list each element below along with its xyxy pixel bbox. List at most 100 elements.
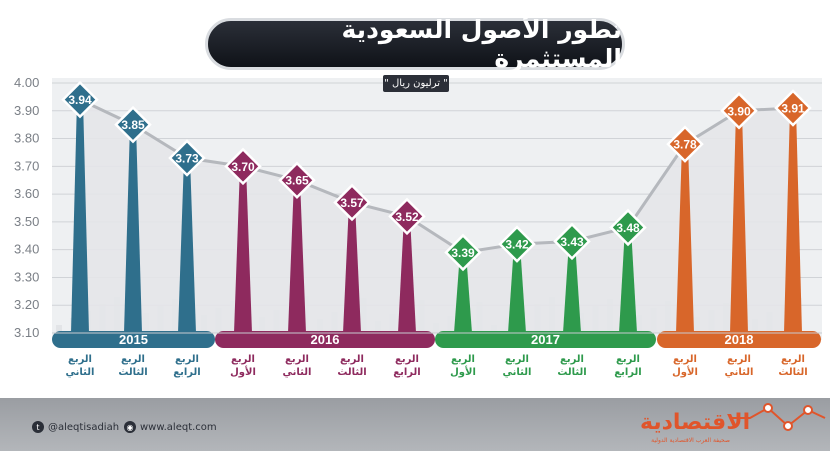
data-label: 3.42 — [505, 238, 529, 252]
x-tick-label: الثالث — [557, 367, 586, 378]
y-tick-label: 3.50 — [14, 214, 39, 229]
x-tick-label: الربع — [231, 354, 255, 365]
website-link-text: www.aleqt.com — [140, 421, 217, 433]
data-label: 3.78 — [673, 138, 697, 152]
data-stem — [234, 166, 252, 333]
year-label: 2016 — [311, 332, 340, 347]
x-tick-label: الربع — [673, 354, 697, 365]
data-stem — [288, 180, 306, 333]
data-point-marker — [774, 89, 812, 127]
x-tick-label: الثاني — [725, 367, 754, 378]
data-label: 3.57 — [340, 196, 364, 210]
data-point-marker — [498, 225, 536, 263]
x-tick-label: الرابع — [173, 367, 200, 378]
x-tick-label: الربع — [340, 354, 364, 365]
y-tick-label: 3.10 — [14, 325, 39, 340]
x-tick-label: الربع — [781, 354, 805, 365]
data-point-marker — [553, 222, 591, 261]
x-tick-label: الربع — [451, 354, 475, 365]
data-label: 3.43 — [560, 235, 584, 249]
data-point-marker — [333, 183, 371, 222]
data-stem — [398, 216, 416, 333]
year-band — [657, 331, 821, 348]
x-tick-label: الثاني — [283, 367, 312, 378]
data-point-marker — [278, 161, 316, 199]
data-point-marker — [388, 197, 426, 236]
year-label: 2017 — [531, 332, 560, 347]
data-label: 3.94 — [68, 93, 92, 107]
data-label: 3.85 — [121, 118, 145, 132]
data-point-marker — [168, 139, 206, 177]
data-point-marker — [444, 233, 482, 272]
data-label: 3.48 — [616, 221, 640, 235]
data-point-marker — [114, 105, 152, 144]
website-link[interactable]: ◉ www.aleqt.com — [124, 421, 217, 433]
data-label: 3.70 — [231, 160, 255, 174]
twitter-handle[interactable]: t @aleqtisadiah — [32, 421, 119, 433]
x-tick-label: الرابع — [614, 367, 641, 378]
x-tick-label: الربع — [285, 354, 309, 365]
data-label: 3.73 — [175, 152, 199, 166]
x-tick-label: الربع — [68, 354, 92, 365]
brand-line-graphic — [730, 403, 826, 431]
year-label: 2015 — [119, 332, 148, 347]
y-tick-label: 4.00 — [14, 75, 39, 90]
year-band — [435, 331, 656, 348]
x-tick-label: الربع — [560, 354, 584, 365]
x-tick-label: الأول — [450, 365, 476, 378]
twitter-handle-text: @aleqtisadiah — [48, 421, 120, 433]
chart-title: تطور الأصول السعودية المستثمرة — [205, 15, 625, 73]
data-stem — [730, 110, 748, 334]
data-stem — [563, 241, 581, 333]
y-tick-label: 3.20 — [14, 297, 39, 312]
data-point-marker — [61, 80, 99, 119]
x-tick-label: الربع — [175, 354, 199, 365]
data-stem — [343, 202, 361, 333]
x-tick-label: الثاني — [503, 367, 532, 378]
y-tick-label: 3.90 — [14, 103, 39, 118]
data-label: 3.52 — [395, 210, 419, 224]
footer-bar — [0, 398, 830, 451]
y-tick-label: 3.40 — [14, 242, 39, 257]
x-tick-label: الأول — [230, 365, 256, 378]
y-tick-label: 3.70 — [14, 158, 39, 173]
data-stem — [784, 108, 802, 333]
chart-title-text: تطور الأصول السعودية المستثمرة — [341, 15, 622, 73]
data-stem — [124, 124, 142, 334]
x-tick-label: الثالث — [118, 367, 147, 378]
x-tick-label: الثاني — [66, 367, 95, 378]
data-point-marker — [224, 147, 262, 186]
x-tick-label: الرابع — [393, 367, 420, 378]
y-tick-label: 3.60 — [14, 186, 39, 201]
data-stem — [619, 227, 637, 333]
x-tick-label: الربع — [121, 354, 145, 365]
data-stem — [676, 144, 694, 333]
data-point-marker — [720, 92, 758, 130]
year-label: 2018 — [725, 332, 754, 347]
data-point-marker — [609, 208, 647, 247]
brand-tagline: صحيفة العرب الاقتصادية الدولية — [651, 437, 730, 444]
data-label: 3.39 — [451, 246, 475, 260]
x-tick-label: الربع — [395, 354, 419, 365]
unit-label: " ترليون ريال " — [383, 75, 449, 92]
x-tick-label: الربع — [616, 354, 640, 365]
background-texture-bar — [56, 325, 62, 333]
y-tick-label: 3.80 — [14, 131, 39, 146]
y-tick-label: 3.30 — [14, 269, 39, 284]
brand-logo: الاقتصادية — [640, 410, 751, 435]
data-stem — [508, 244, 526, 333]
data-stem — [454, 252, 472, 333]
x-tick-label: الثالث — [337, 367, 366, 378]
area-fill — [80, 99, 793, 334]
data-stem — [178, 158, 196, 333]
x-tick-label: الأول — [672, 365, 698, 378]
data-point-marker — [666, 125, 704, 163]
data-stem — [71, 99, 89, 334]
year-band — [52, 331, 215, 348]
data-label: 3.90 — [727, 104, 751, 118]
x-tick-label: الثالث — [778, 367, 807, 378]
year-band — [215, 331, 435, 348]
x-tick-label: الربع — [727, 354, 751, 365]
twitter-icon: t — [32, 421, 44, 433]
